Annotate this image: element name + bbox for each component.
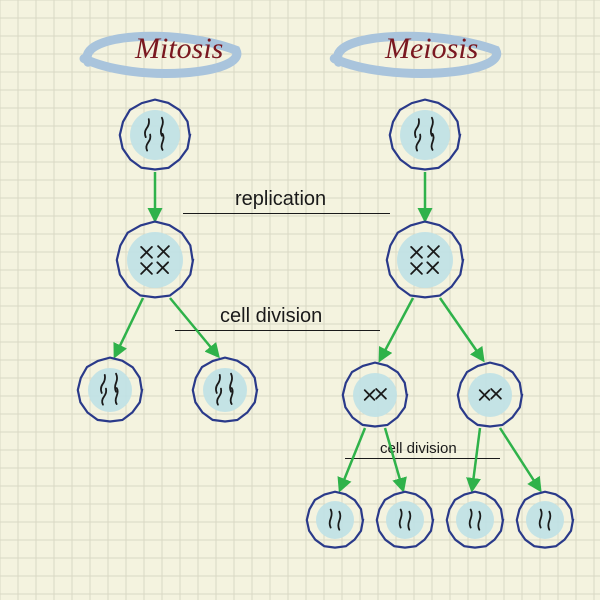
diagram-canvas: Mitosis Meiosis replication cell division ce… [0, 0, 600, 600]
replication-underline [183, 213, 390, 214]
cell-mit-3a [75, 355, 145, 425]
cell-mei-1 [387, 97, 463, 173]
replication-label: replication [235, 188, 326, 211]
cell-mei-4d [514, 489, 576, 551]
cell-mit-2 [114, 219, 196, 301]
cell-mei-2 [384, 219, 466, 301]
cell-mei-3a [340, 360, 410, 430]
cell-mei-4b [374, 489, 436, 551]
cell-mei-4c [444, 489, 506, 551]
cell-mit-3b [190, 355, 260, 425]
cell_division2-underline [345, 458, 500, 459]
cell-mei-4a [304, 489, 366, 551]
cell_division1-label: cell division [220, 305, 322, 328]
meiosis-title: Meiosis [385, 32, 478, 66]
cell_division2-label: cell division [380, 440, 457, 457]
cell_division1-underline [175, 330, 380, 331]
cell-mit-1 [117, 97, 193, 173]
mitosis-title: Mitosis [135, 32, 223, 66]
cell-mei-3b [455, 360, 525, 430]
grid-background [0, 0, 600, 600]
